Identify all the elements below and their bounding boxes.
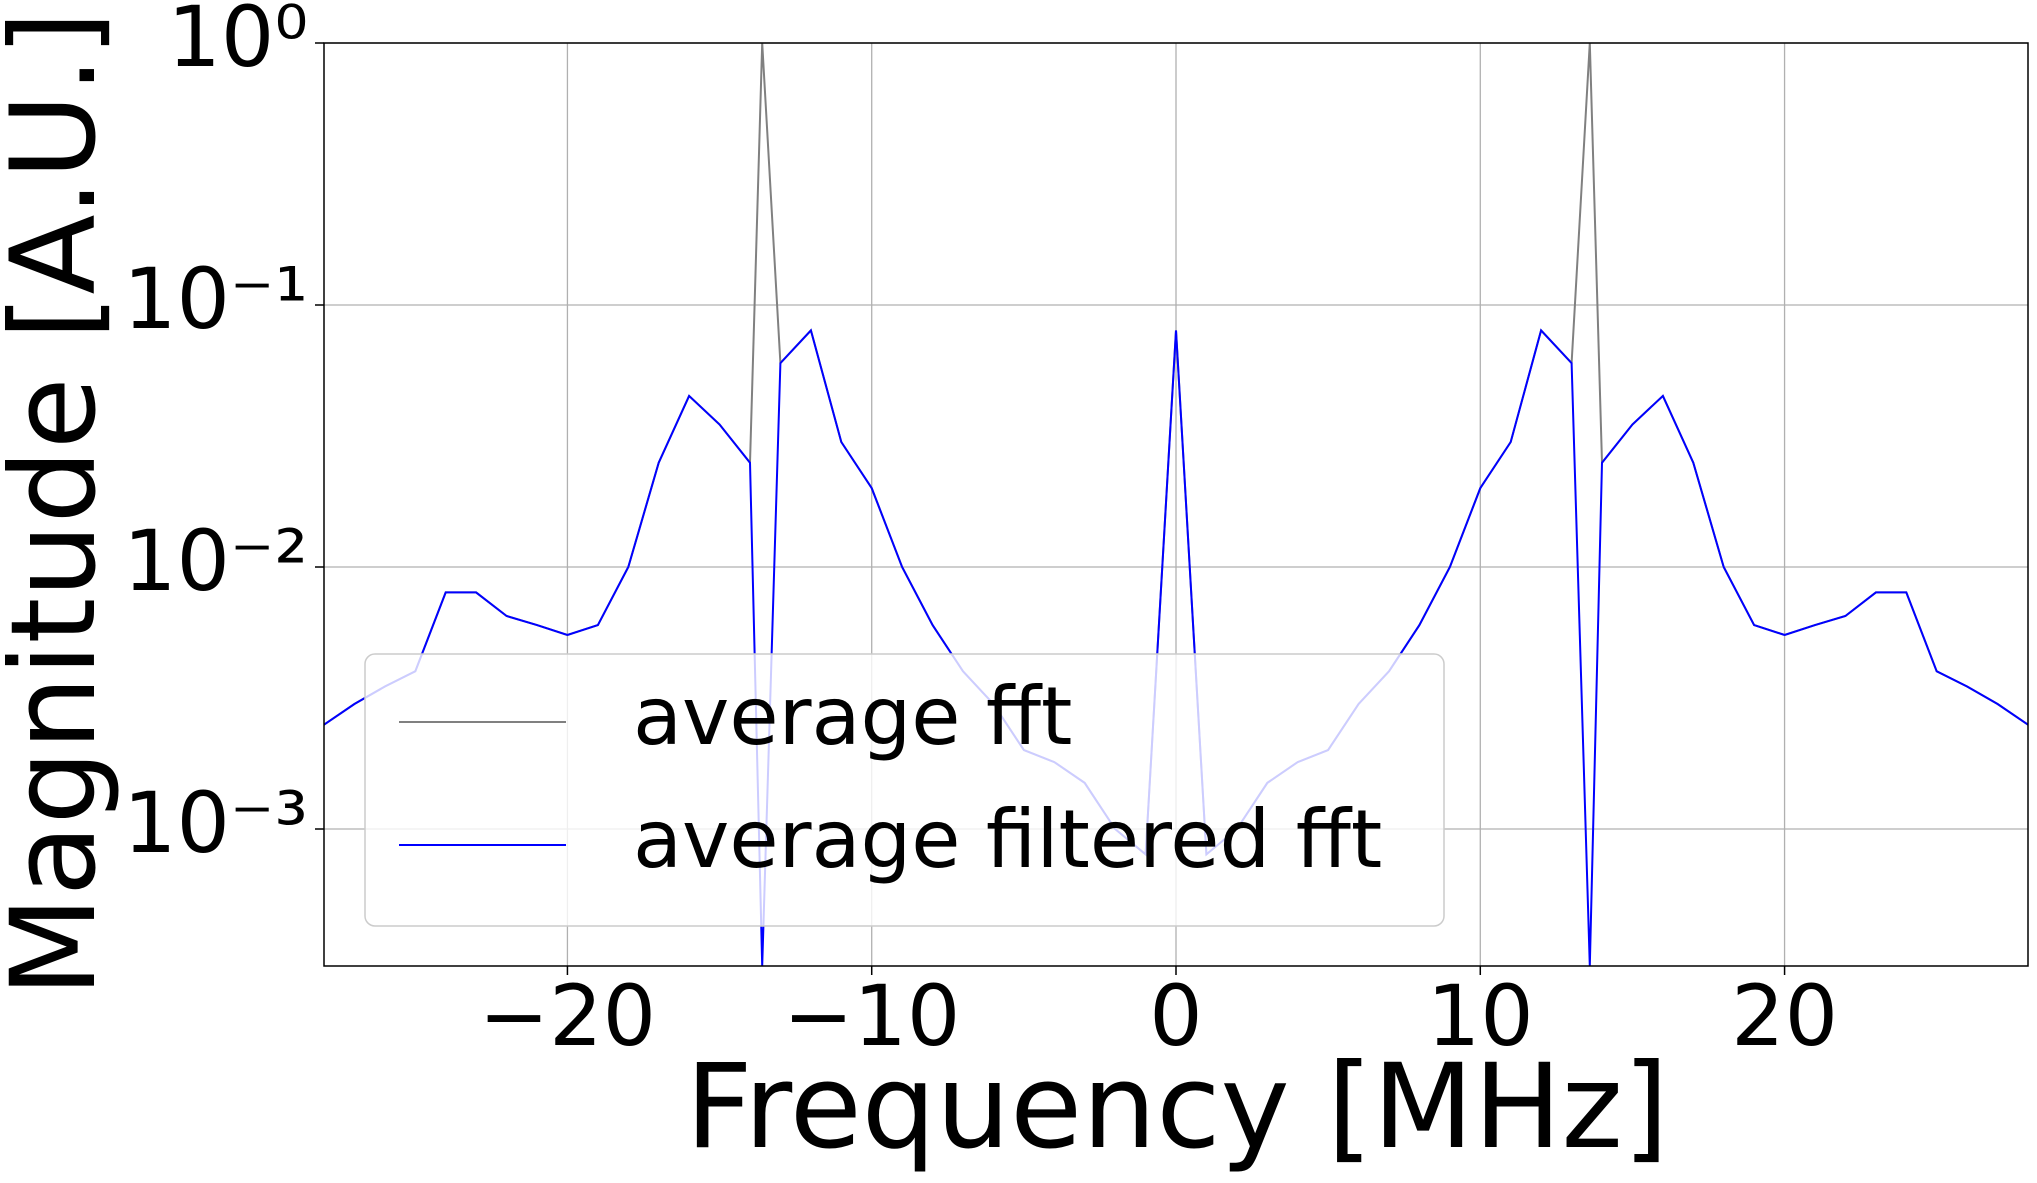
- series-line: [324, 328, 2028, 966]
- x-tick-label: 10: [1427, 967, 1534, 1065]
- plot-area: [324, 43, 2028, 966]
- plot-frame: [323, 42, 2029, 967]
- y-tick-label: 10⁻³: [123, 774, 308, 872]
- x-tick-label: −10: [783, 967, 960, 1065]
- x-tick-label: 0: [1149, 967, 1202, 1065]
- x-axis-label: Frequency [MHz]: [685, 1038, 1668, 1175]
- x-tick-label: 20: [1731, 967, 1838, 1065]
- y-axis-label: Magnitude [A.U.]: [0, 11, 122, 997]
- y-tick-label: 10⁰: [167, 0, 308, 86]
- legend-label: average fft: [633, 670, 1072, 763]
- y-tick-label: 10⁻¹: [123, 250, 308, 348]
- legend-box: [364, 653, 1445, 927]
- y-tick-label: 10⁻²: [123, 512, 308, 610]
- legend-label: average filtered fft: [633, 793, 1382, 886]
- x-tick-label: −20: [479, 967, 656, 1065]
